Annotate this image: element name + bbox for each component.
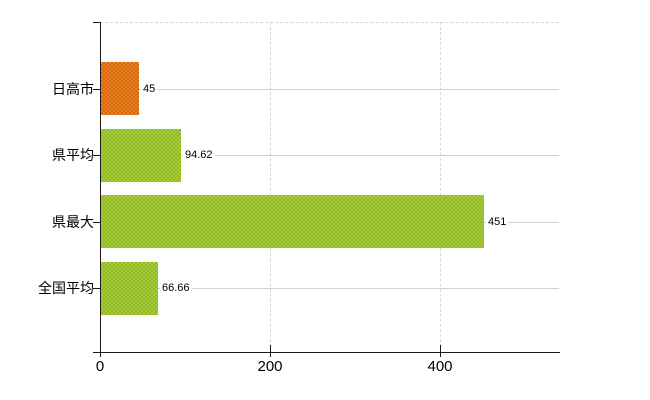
grid-line-h: [101, 155, 559, 156]
grid-line-v: [270, 22, 271, 352]
bar-全国平均: [101, 262, 158, 315]
category-label: 県最大: [52, 214, 94, 230]
y-tick: [93, 288, 100, 289]
x-axis: [93, 352, 560, 353]
y-axis: [100, 22, 101, 352]
x-tick: [270, 345, 271, 357]
y-tick: [93, 89, 100, 90]
value-label: 66.66: [160, 281, 192, 295]
grid-line-h: [101, 89, 559, 90]
bar-日高市: [101, 62, 139, 115]
x-tick: [440, 345, 441, 357]
y-tick: [93, 22, 100, 23]
x-tick-label: 0: [95, 358, 105, 375]
category-label: 県平均: [52, 147, 94, 163]
grid-line-v: [440, 22, 441, 352]
grid-line-h: [101, 288, 559, 289]
plot-top-border: [100, 22, 559, 23]
category-label: 全国平均: [38, 280, 94, 296]
y-tick: [93, 155, 100, 156]
value-label: 94.62: [183, 148, 215, 162]
value-label: 45: [141, 82, 158, 96]
y-tick: [93, 222, 100, 223]
bar-県平均: [101, 129, 181, 182]
bar-県最大: [101, 195, 484, 248]
category-label: 日高市: [52, 81, 94, 97]
x-tick: [100, 345, 101, 357]
x-tick-label: 400: [427, 358, 453, 375]
value-label: 451: [486, 215, 509, 229]
x-tick-label: 200: [257, 358, 283, 375]
